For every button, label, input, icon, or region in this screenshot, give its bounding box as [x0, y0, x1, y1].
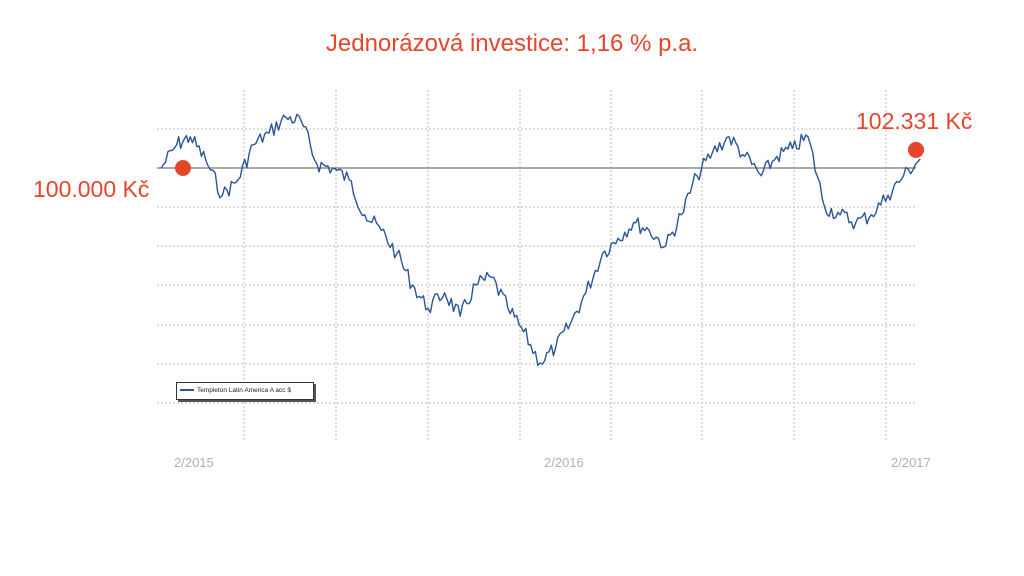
chart-legend: Templeton Latin America A acc $: [176, 382, 314, 400]
grid-lines: [157, 90, 916, 440]
legend-swatch: [180, 389, 194, 392]
end-value-label: 102.331 Kč: [856, 108, 973, 134]
x-tick-label: 2/2016: [544, 455, 584, 470]
end-value-marker: [908, 141, 924, 158]
x-tick-label: 2/2017: [891, 455, 931, 470]
x-tick-label: 2/2015: [174, 455, 214, 470]
series-line: [160, 113, 921, 367]
chart-title: Jednorázová investice: 1,16 % p.a.: [325, 30, 699, 57]
start-value-marker: [175, 160, 191, 176]
legend-entry: Templeton Latin America A acc $: [197, 387, 291, 394]
start-value-label: 100.000 Kč: [33, 176, 150, 202]
